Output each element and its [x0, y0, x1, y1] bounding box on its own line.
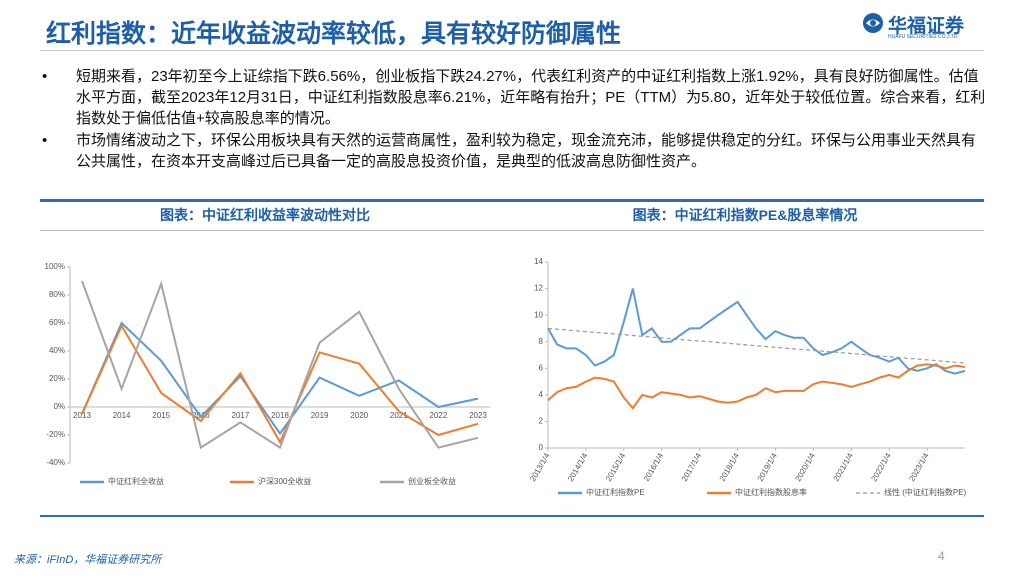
y-tick-label: 0% [53, 402, 65, 411]
bullet-list: 短期来看，23年初至今上证综指下跌6.56%，创业板指下跌24.27%，代表红利… [38, 66, 988, 173]
x-tick-label: 2023 [469, 411, 487, 420]
bottom-rule [40, 515, 984, 517]
x-tick-label: 2015/1/4 [604, 451, 628, 483]
x-tick-label: 2020 [350, 411, 368, 420]
legend-label: 线性 (中证红利指数PE) [884, 487, 967, 497]
y-tick-label: 100% [45, 262, 65, 271]
bullet: 短期来看，23年初至今上证综指下跌6.56%，创业板指下跌24.27%，代表红利… [38, 66, 988, 129]
y-tick-label: 4 [539, 390, 544, 399]
chart-title: 图表：中证红利指数PE&股息率情况 [632, 207, 858, 223]
logo-subtext: HUAFU SECURITIES CO.,LTD. [888, 34, 959, 40]
title-rule [40, 50, 984, 51]
x-tick-label: 2019/1/4 [756, 451, 780, 483]
y-tick-label: -20% [46, 430, 65, 439]
x-tick-label: 2022/1/4 [869, 451, 893, 483]
series-line [547, 288, 966, 375]
section-rule [40, 230, 984, 231]
page-number: 4 [938, 549, 945, 563]
x-tick-label: 2023/1/4 [907, 451, 931, 483]
chart: 2013/1/4 2014/1/4 2015/1/4 2016/1/4 2017/1/4… [528, 257, 967, 497]
logo-text: 华福证券 [888, 16, 965, 37]
x-tick-label: 2017/1/4 [680, 451, 704, 483]
series-line [547, 363, 966, 410]
x-tick-label: 2014 [113, 411, 131, 420]
x-tick-label: 2017 [232, 411, 250, 420]
chart-title: 图表：中证红利收益率波动性对比 [160, 207, 370, 223]
y-tick-label: 2 [539, 417, 544, 426]
y-tick-label: 20% [49, 374, 65, 383]
legend-label: 中证红利指数PE [586, 487, 645, 497]
source-note: 来源：iFInD，华福证券研究所 [14, 554, 162, 566]
section-rule [40, 199, 984, 202]
logo-icon [863, 13, 883, 33]
y-tick-label: 80% [49, 290, 65, 299]
x-tick-label: 2021 [390, 411, 408, 420]
y-tick-label: 12 [534, 284, 543, 293]
y-tick-label: 0 [539, 443, 544, 452]
y-tick-label: 10 [534, 310, 543, 319]
x-tick-label: 2022 [430, 411, 448, 420]
y-tick-label: 6 [539, 363, 544, 372]
slide-title: 红利指数：近年收益波动率较低，具有较好防御属性 [46, 20, 622, 48]
x-tick-label: 2018 [271, 411, 289, 420]
x-tick-label: 2015 [152, 411, 170, 420]
y-tick-label: -40% [46, 458, 65, 467]
series-line [81, 321, 479, 436]
y-tick-label: 40% [49, 346, 65, 355]
x-tick-label: 2021/1/4 [832, 451, 856, 483]
y-tick-label: 60% [49, 318, 65, 327]
series-line [81, 280, 479, 450]
x-tick-label: 2018/1/4 [718, 451, 742, 483]
x-tick-label: 2019 [311, 411, 329, 420]
legend-label: 中证红利指数股息率 [735, 487, 807, 497]
legend-label: 沪深300全收益 [258, 476, 311, 486]
x-tick-label: 2013/1/4 [528, 451, 552, 483]
x-tick-label: 2016/1/4 [642, 451, 666, 483]
y-tick-label: 14 [534, 257, 543, 266]
x-tick-label: 2014/1/4 [566, 451, 590, 483]
legend-label: 中证红利全收益 [108, 476, 164, 486]
y-tick-label: 8 [539, 337, 544, 346]
bullet: 市场情绪波动之下，环保公用板块具有天然的运营商属性，盈利较为稳定，现金流充沛，能… [38, 130, 988, 172]
x-tick-label: 2020/1/4 [794, 451, 818, 483]
x-tick-label: 2013 [73, 411, 91, 420]
legend-label: 创业板全收益 [408, 476, 456, 486]
series-line [81, 323, 479, 445]
chart: 2013 2014 2015 2016 2017 2018 2019 2020 2021 2022… [45, 262, 490, 486]
